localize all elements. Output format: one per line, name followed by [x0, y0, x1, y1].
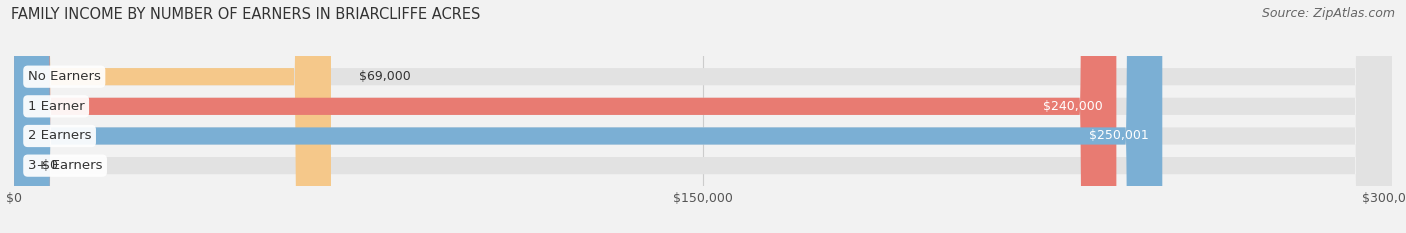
Text: No Earners: No Earners — [28, 70, 101, 83]
FancyBboxPatch shape — [14, 0, 1392, 233]
Text: $69,000: $69,000 — [359, 70, 411, 83]
Text: $0: $0 — [42, 159, 58, 172]
FancyBboxPatch shape — [14, 0, 1392, 233]
Text: 2 Earners: 2 Earners — [28, 130, 91, 143]
Text: FAMILY INCOME BY NUMBER OF EARNERS IN BRIARCLIFFE ACRES: FAMILY INCOME BY NUMBER OF EARNERS IN BR… — [11, 7, 481, 22]
Text: $240,000: $240,000 — [1043, 100, 1102, 113]
Text: Source: ZipAtlas.com: Source: ZipAtlas.com — [1261, 7, 1395, 20]
FancyBboxPatch shape — [14, 0, 1116, 233]
Text: 1 Earner: 1 Earner — [28, 100, 84, 113]
FancyBboxPatch shape — [14, 0, 330, 233]
Text: 3+ Earners: 3+ Earners — [28, 159, 103, 172]
FancyBboxPatch shape — [14, 0, 1392, 233]
Text: $250,001: $250,001 — [1088, 130, 1149, 143]
FancyBboxPatch shape — [14, 0, 1392, 233]
FancyBboxPatch shape — [14, 0, 1163, 233]
